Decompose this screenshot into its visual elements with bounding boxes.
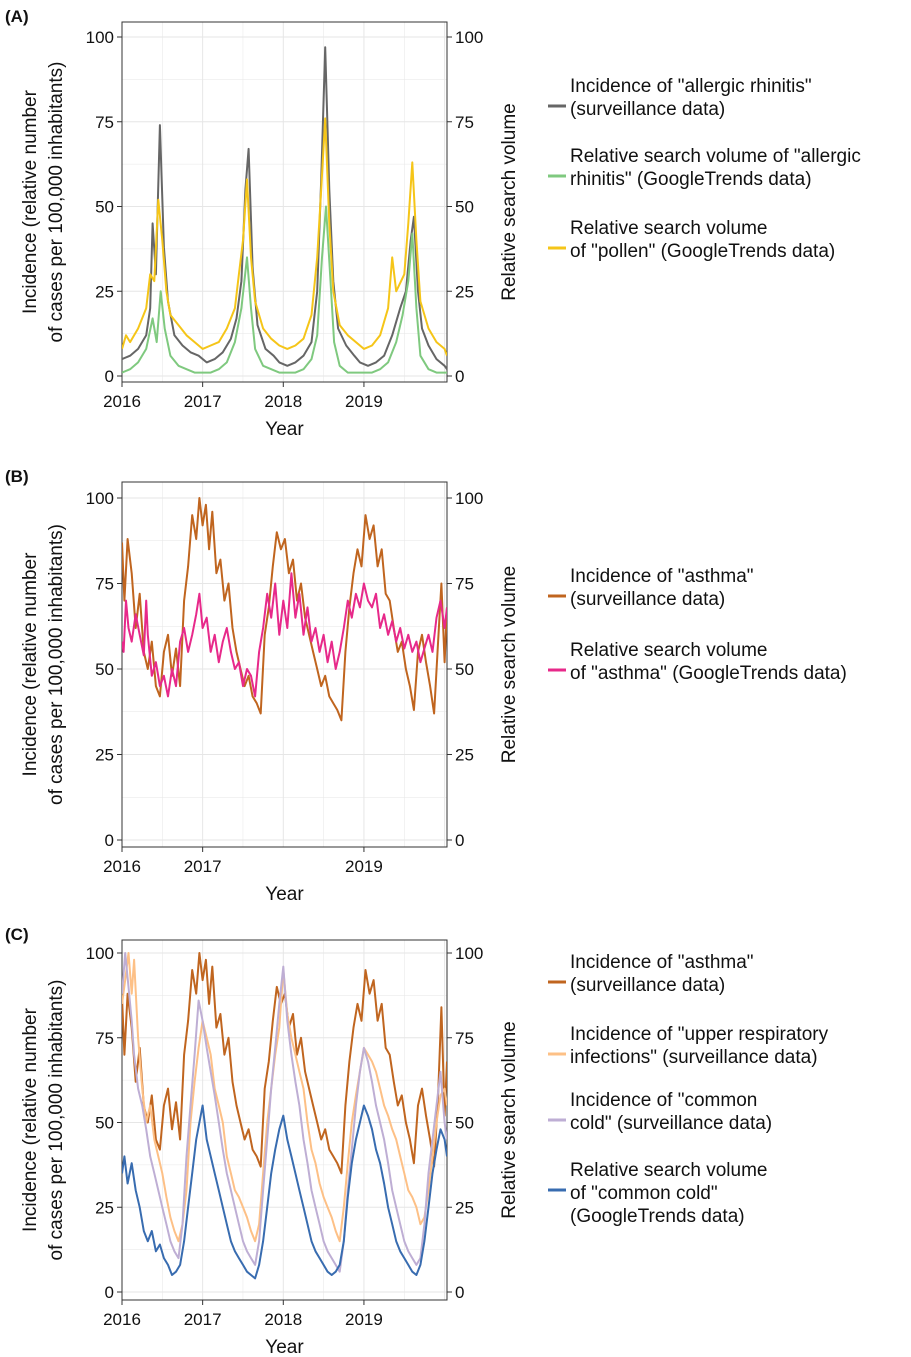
y-right-tick-label: 25 (455, 282, 474, 301)
y-axis-title-line2: of cases per 100,000 inhabitants) (46, 524, 67, 805)
y-tick-label: 50 (95, 1114, 114, 1133)
y-tick-label: 0 (105, 831, 114, 850)
y-right-tick-label: 75 (455, 575, 474, 594)
legend: Incidence of "allergic rhinitis" (surveil… (548, 76, 861, 262)
legend-label-1: Incidence of "asthma" (surveillance data) (570, 952, 754, 996)
y-right-axis-title: Relative search volume (499, 566, 520, 763)
y-tick-label: 75 (95, 113, 114, 132)
y-right-tick-label: 100 (455, 944, 483, 963)
legend-label-3: Incidence of "common cold" (surveillance … (570, 1090, 772, 1134)
y-axis-title-line2: of cases per 100,000 inhabitants) (46, 980, 67, 1261)
x-tick-label: 2017 (184, 857, 222, 876)
y-axis-title-line1: Incidence (relative number (20, 552, 41, 777)
panel-a: (A) 0 25 50 75 100 0 25 50 75 100 2016 2017 2018 2019 Y… (5, 7, 861, 440)
x-tick-label: 2019 (345, 392, 383, 411)
x-axis-title: Year (265, 884, 304, 905)
y-tick-label: 75 (95, 575, 114, 594)
x-tick-label: 2019 (345, 1310, 383, 1329)
series-line-1 (122, 952, 447, 1175)
panel-label: (B) (5, 467, 29, 486)
y-right-tick-label: 50 (455, 660, 474, 679)
panel-c: (C) 0 25 50 75 100 0 25 50 75 100 2016 2017 2018 2019 Y… (5, 925, 829, 1357)
y-right-tick-label: 75 (455, 1029, 474, 1048)
grid (121, 22, 447, 382)
plot-frame (121, 21, 448, 383)
y-right-tick-label: 0 (455, 831, 464, 850)
x-axis-title: Year (265, 1337, 304, 1357)
y-right-axis-title: Relative search volume (499, 103, 520, 300)
series-lines (122, 952, 447, 1280)
legend-label-2: Incidence of "upper respiratory infection… (570, 1024, 829, 1068)
y-tick-label: 0 (105, 367, 114, 386)
panel-b: (B) 0 25 50 75 100 0 25 50 75 100 2016 2017 2019 Year I… (5, 467, 847, 905)
y-right-tick-label: 100 (455, 489, 483, 508)
panel-label: (A) (5, 7, 29, 26)
y-axis-title-line1: Incidence (relative number (20, 1007, 41, 1232)
y-right-tick-label: 25 (455, 746, 474, 765)
plot-frame (121, 481, 448, 848)
plot-frame (121, 939, 448, 1301)
y-right-tick-label: 0 (455, 367, 464, 386)
legend: Incidence of "asthma" (surveillance data)… (548, 566, 847, 684)
y-axis-title-line2: of cases per 100,000 inhabitants) (46, 62, 67, 343)
series-lines (122, 46, 447, 374)
legend: Incidence of "asthma" (surveillance data)… (548, 952, 829, 1227)
y-right-tick-label: 50 (455, 198, 474, 217)
series-line-3 (122, 117, 447, 357)
y-axis-title-line1: Incidence (relative number (20, 89, 41, 314)
x-tick-label: 2018 (264, 392, 302, 411)
legend-label-2: Relative search volume of "asthma" (Googl… (570, 640, 847, 684)
x-axis-title: Year (265, 419, 304, 440)
y-tick-label: 0 (105, 1283, 114, 1302)
plot-area (122, 22, 447, 382)
y-right-tick-label: 100 (455, 28, 483, 47)
series-line-2 (122, 572, 447, 698)
y-tick-label: 100 (86, 28, 114, 47)
x-tick-label: 2016 (103, 392, 141, 411)
legend-label-1: Incidence of "asthma" (surveillance data) (570, 566, 754, 610)
y-tick-label: 25 (95, 1198, 114, 1217)
series-line-2 (122, 205, 447, 374)
legend-label-1: Incidence of "allergic rhinitis" (surveil… (570, 76, 812, 120)
y-tick-label: 25 (95, 746, 114, 765)
y-tick-label: 50 (95, 198, 114, 217)
x-tick-label: 2017 (184, 1310, 222, 1329)
series-line-3 (122, 952, 447, 1273)
y-right-tick-label: 0 (455, 1283, 464, 1302)
legend-label-3: Relative search volume of "pollen" (Googl… (570, 218, 835, 262)
x-tick-label: 2017 (184, 392, 222, 411)
x-tick-label: 2019 (345, 857, 383, 876)
x-tick-label: 2018 (264, 1310, 302, 1329)
x-tick-label: 2016 (103, 1310, 141, 1329)
y-right-axis-title: Relative search volume (499, 1021, 520, 1218)
legend-label-2: Relative search volume of "allergic rhini… (570, 146, 861, 190)
y-tick-label: 100 (86, 944, 114, 963)
y-tick-label: 100 (86, 489, 114, 508)
y-tick-label: 75 (95, 1029, 114, 1048)
y-right-tick-label: 25 (455, 1198, 474, 1217)
y-tick-label: 25 (95, 282, 114, 301)
panel-label: (C) (5, 925, 29, 944)
y-tick-label: 50 (95, 660, 114, 679)
legend-label-4: Relative search volume of "common cold" (G… (570, 1160, 767, 1227)
series-lines (122, 497, 447, 722)
y-right-tick-label: 50 (455, 1114, 474, 1133)
x-tick-label: 2016 (103, 857, 141, 876)
y-right-tick-label: 75 (455, 113, 474, 132)
series-line-4 (122, 1104, 447, 1280)
